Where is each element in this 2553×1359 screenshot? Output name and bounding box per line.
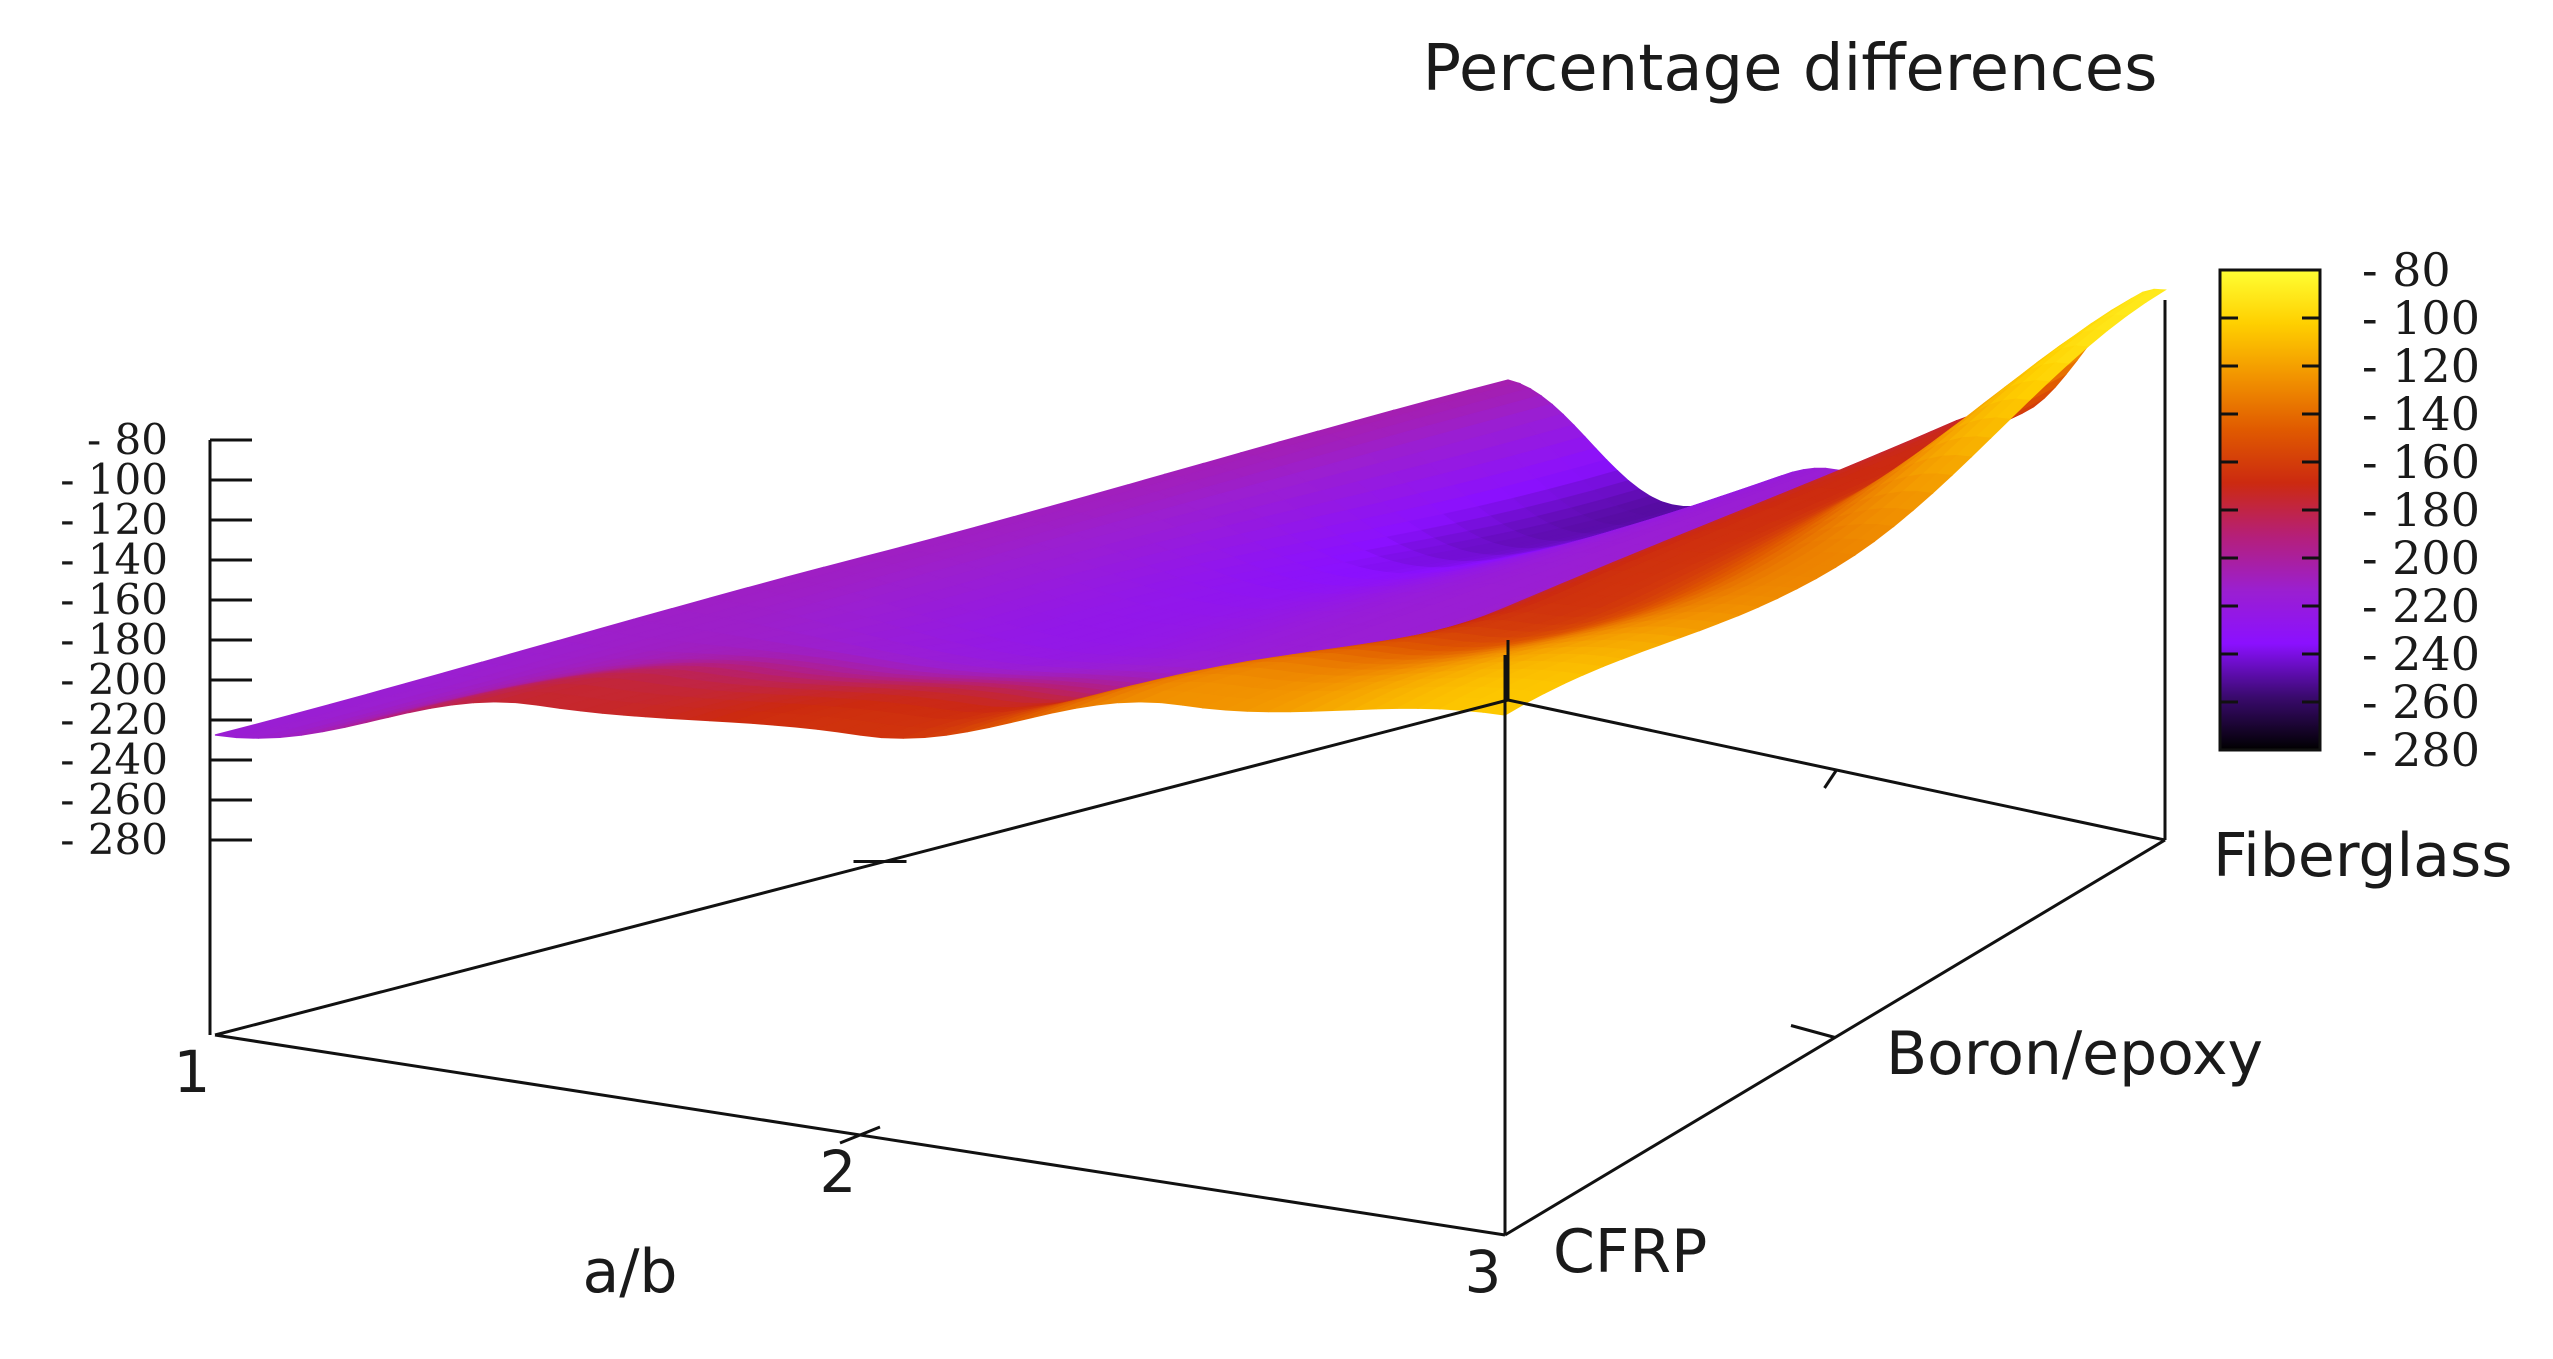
colorbar-tick-label: - 100 <box>2362 291 2480 345</box>
z-tick-label: - 200 <box>60 655 168 704</box>
z-tick-label: - 240 <box>60 735 168 784</box>
colorbar-tick-label: - 80 <box>2362 243 2451 297</box>
x-tick-1: 1 <box>174 1038 211 1106</box>
back-edge-tick-mark <box>1823 769 1838 789</box>
z-tick-label: - 160 <box>60 575 168 624</box>
z-tick-label: - 80 <box>87 415 168 464</box>
colorbar-tick-label: - 260 <box>2362 675 2480 729</box>
colorbar-tick-label: - 160 <box>2362 435 2480 489</box>
z-tick-label: - 280 <box>60 815 168 864</box>
colorbar-tick-label: - 120 <box>2362 339 2480 393</box>
colorbar-tick-label: - 220 <box>2362 579 2480 633</box>
z-tick-label: - 260 <box>60 775 168 824</box>
y-tick-fiberglass: Fiberglass <box>2213 821 2512 891</box>
z-tick-label: - 120 <box>60 495 168 544</box>
colorbar-tick-label: - 280 <box>2362 723 2480 777</box>
x-axis-label: a/b <box>582 1237 677 1307</box>
y-tick-cfrp: CFRP <box>1553 1217 1707 1287</box>
colorbar: - 80- 100- 120- 140- 160- 180- 200- 220-… <box>2218 243 2480 777</box>
z-tick-label: - 140 <box>60 535 168 584</box>
x-tick-mark <box>839 1125 881 1145</box>
base-left-edge <box>214 698 1509 1037</box>
z-tick-label: - 100 <box>60 455 168 504</box>
y-tick-boron-epoxy: Boron/epoxy <box>1886 1019 2263 1089</box>
colorbar-tick-label: - 140 <box>2362 387 2480 441</box>
colorbar-tick-label: - 240 <box>2362 627 2480 681</box>
chart-title: Percentage differences <box>1423 32 2158 106</box>
y-tick-mark <box>1790 1024 1836 1039</box>
colorbar-tick-label: - 200 <box>2362 531 2480 585</box>
x-tick-2: 2 <box>820 1138 857 1206</box>
surface-layer <box>214 288 2167 739</box>
colorbar-tick-label: - 180 <box>2362 483 2480 537</box>
x-tick-3: 3 <box>1465 1238 1502 1306</box>
z-tick-label: - 220 <box>60 695 168 744</box>
z-axis: - 80- 100- 120- 140- 160- 180- 200- 220-… <box>60 415 2166 1237</box>
z-tick-label: - 180 <box>60 615 168 664</box>
